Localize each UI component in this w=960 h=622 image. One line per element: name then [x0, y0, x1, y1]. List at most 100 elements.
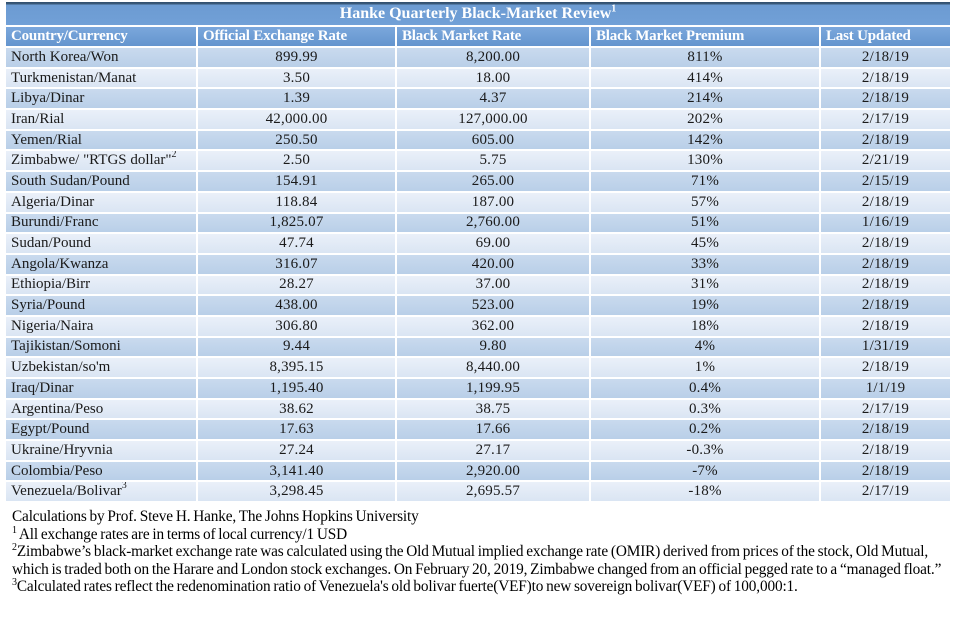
country-cell: South Sudan/Pound	[6, 172, 196, 191]
column-header-row: Country/Currency Official Exchange Rate …	[6, 27, 951, 46]
country-name: Nigeria/Naira	[11, 317, 94, 334]
premium-cell: 214%	[591, 89, 819, 109]
table-row: Tajikistan/Somoni 9.44 9.80 4% 1/31/19	[6, 337, 951, 357]
footnote-2-text: Zimbabwe’s black-market exchange rate wa…	[12, 543, 942, 578]
premium-cell: 19%	[591, 296, 819, 315]
footnote-2-marker: 2	[12, 542, 17, 554]
last-updated-cell: 2/21/19	[821, 151, 951, 171]
black-market-rate-cell: 5.75	[397, 151, 589, 171]
country-name: Tajikistan/Somoni	[11, 338, 121, 355]
country-name: Yemen/Rial	[11, 131, 82, 148]
premium-cell: 1%	[591, 358, 819, 377]
country-cell: Iraq/Dinar	[6, 379, 196, 398]
official-rate-cell: 1,825.07	[198, 213, 395, 233]
black-market-rate-cell: 38.75	[397, 399, 589, 419]
country-cell: Turkmenistan/Manat	[6, 68, 196, 88]
premium-cell: 51%	[591, 213, 819, 233]
last-updated-cell: 2/18/19	[821, 358, 951, 377]
country-name: South Sudan/Pound	[11, 172, 130, 189]
table-row: Syria/Pound 438.00 523.00 19% 2/18/19	[6, 296, 951, 315]
black-market-rate-cell: 187.00	[397, 192, 589, 212]
black-market-rate-cell: 605.00	[397, 130, 589, 150]
country-name: Argentina/Peso	[11, 400, 104, 417]
premium-cell: 33%	[591, 254, 819, 274]
country-cell: Syria/Pound	[6, 296, 196, 315]
table-row: Turkmenistan/Manat 3.50 18.00 414% 2/18/…	[6, 68, 951, 88]
country-name: Iraq/Dinar	[11, 379, 74, 396]
country-cell: Burundi/Franc	[6, 213, 196, 233]
black-market-rate-cell: 420.00	[397, 254, 589, 274]
table-row: Angola/Kwanza 316.07 420.00 33% 2/18/19	[6, 254, 951, 274]
official-rate-cell: 42,000.00	[198, 110, 395, 129]
column-header-premium: Black Market Premium	[591, 27, 819, 46]
official-rate-cell: 154.91	[198, 172, 395, 191]
footnote-1: 1 All exchange rates are in terms of loc…	[12, 524, 954, 544]
black-market-rate-cell: 127,000.00	[397, 110, 589, 129]
country-cell: Algeria/Dinar	[6, 192, 196, 212]
black-market-rate-cell: 9.80	[397, 337, 589, 357]
black-market-rate-cell: 18.00	[397, 68, 589, 88]
black-market-rate-cell: 27.17	[397, 441, 589, 460]
official-rate-cell: 306.80	[198, 316, 395, 336]
column-header-official-rate: Official Exchange Rate	[198, 27, 395, 46]
last-updated-cell: 2/18/19	[821, 275, 951, 295]
table-row: Iran/Rial 42,000.00 127,000.00 202% 2/17…	[6, 110, 951, 129]
title-footnote-marker: 1	[611, 3, 617, 15]
official-rate-cell: 3.50	[198, 68, 395, 88]
country-name: Zimbabwe/ "RTGS dollar"	[11, 152, 172, 169]
country-name: Egypt/Pound	[11, 421, 90, 438]
country-name: Ukraine/Hryvnia	[11, 441, 113, 458]
country-cell: Ethiopia/Birr	[6, 275, 196, 295]
table-row: Yemen/Rial 250.50 605.00 142% 2/18/19	[6, 130, 951, 150]
table-row: Iraq/Dinar 1,195.40 1,199.95 0.4% 1/1/19	[6, 379, 951, 398]
country-cell: Zimbabwe/ "RTGS dollar"2	[6, 151, 196, 171]
official-rate-cell: 118.84	[198, 192, 395, 212]
last-updated-cell: 2/18/19	[821, 48, 951, 67]
country-cell: Tajikistan/Somoni	[6, 337, 196, 357]
table-footer: Calculations by Prof. Steve H. Hanke, Th…	[12, 508, 954, 596]
last-updated-cell: 2/17/19	[821, 399, 951, 419]
country-name: Colombia/Peso	[11, 462, 103, 479]
table-row: Burundi/Franc 1,825.07 2,760.00 51% 1/16…	[6, 213, 951, 233]
last-updated-cell: 1/1/19	[821, 379, 951, 398]
black-market-rate-cell: 17.66	[397, 420, 589, 440]
official-rate-cell: 28.27	[198, 275, 395, 295]
official-rate-cell: 250.50	[198, 130, 395, 150]
official-rate-cell: 1.39	[198, 89, 395, 109]
table-row: Uzbekistan/so'm 8,395.15 8,440.00 1% 2/1…	[6, 358, 951, 377]
last-updated-cell: 1/31/19	[821, 337, 951, 357]
footnote-1-marker: 1	[12, 524, 17, 536]
premium-cell: 202%	[591, 110, 819, 129]
footnote-3: 3Calculated rates reflect the redenomina…	[12, 578, 954, 596]
premium-cell: 811%	[591, 48, 819, 67]
black-market-rate-cell: 1,199.95	[397, 379, 589, 398]
country-name: Turkmenistan/Manat	[11, 69, 137, 86]
black-market-rate-cell: 265.00	[397, 172, 589, 191]
table-row: North Korea/Won 899.99 8,200.00 811% 2/1…	[6, 48, 951, 67]
country-cell: Nigeria/Naira	[6, 316, 196, 336]
table-row: Zimbabwe/ "RTGS dollar"2 2.50 5.75 130% …	[6, 151, 951, 171]
table-row: Venezuela/Bolivar3 3,298.45 2,695.57 -18…	[6, 482, 951, 502]
country-name: Ethiopia/Birr	[11, 276, 91, 293]
credit-line: Calculations by Prof. Steve H. Hanke, Th…	[12, 508, 419, 525]
table-title: Hanke Quarterly Black-Market Review1	[6, 2, 951, 25]
premium-cell: -7%	[591, 461, 819, 481]
country-cell: North Korea/Won	[6, 48, 196, 67]
last-updated-cell: 2/17/19	[821, 482, 951, 502]
country-cell: Yemen/Rial	[6, 130, 196, 150]
country-name: Iran/Rial	[11, 110, 65, 127]
country-name: Algeria/Dinar	[11, 193, 95, 210]
country-cell: Libya/Dinar	[6, 89, 196, 109]
premium-cell: -18%	[591, 482, 819, 502]
last-updated-cell: 2/15/19	[821, 172, 951, 191]
premium-cell: 57%	[591, 192, 819, 212]
country-name: Uzbekistan/so'm	[11, 359, 111, 376]
premium-cell: -0.3%	[591, 441, 819, 460]
black-market-rate-cell: 2,695.57	[397, 482, 589, 502]
premium-cell: 130%	[591, 151, 819, 171]
table-row: South Sudan/Pound 154.91 265.00 71% 2/15…	[6, 172, 951, 191]
table-row: Algeria/Dinar 118.84 187.00 57% 2/18/19	[6, 192, 951, 212]
last-updated-cell: 2/18/19	[821, 441, 951, 460]
premium-cell: 0.4%	[591, 379, 819, 398]
premium-cell: 45%	[591, 234, 819, 253]
